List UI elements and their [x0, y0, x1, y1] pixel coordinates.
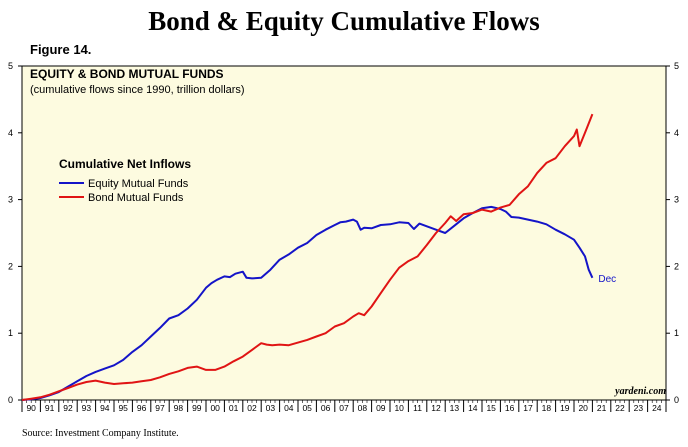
source-note: Source: Investment Company Institute.: [22, 428, 179, 439]
x-tick-label: 24: [652, 403, 662, 413]
x-tick-label: 98: [174, 403, 184, 413]
x-tick-label: 05: [302, 403, 312, 413]
series-line-equity: [21, 205, 594, 401]
y-tick-label-right: 1: [674, 328, 679, 338]
watermark: yardeni.com: [614, 386, 666, 397]
chart-subtitle: (cumulative flows since 1990, trillion d…: [30, 84, 245, 96]
x-tick-label: 08: [358, 403, 368, 413]
chart-title: EQUITY & BOND MUTUAL FUNDS: [30, 67, 224, 81]
x-tick-label: 92: [63, 403, 73, 413]
y-tick-label-right: 0: [674, 395, 679, 405]
x-tick-label: 18: [542, 403, 552, 413]
x-tick-label: 09: [376, 403, 386, 413]
x-tick-label: 11: [413, 403, 422, 413]
x-tick-label: 90: [26, 403, 36, 413]
x-tick-label: 19: [560, 403, 570, 413]
legend: Equity Mutual Funds Bond Mutual Funds: [59, 178, 189, 204]
x-tick-label: 23: [634, 403, 644, 413]
x-tick-label: 96: [137, 403, 147, 413]
x-tick-label: 17: [523, 403, 533, 413]
y-tick-label-left: 1: [8, 328, 13, 338]
y-tick-label-left: 3: [8, 195, 13, 205]
x-tick-label: 91: [45, 403, 55, 413]
y-tick-label-left: 4: [8, 128, 13, 138]
annotation-dec: Dec: [598, 274, 616, 285]
x-tick-label: 95: [118, 403, 128, 413]
x-tick-label: 00: [210, 403, 220, 413]
x-tick-label: 97: [155, 403, 165, 413]
x-tick-label: 06: [321, 403, 331, 413]
x-tick-label: 14: [468, 403, 478, 413]
x-tick-label: 20: [578, 403, 588, 413]
plot-area: [21, 65, 667, 401]
y-tick-label-left: 5: [8, 61, 13, 71]
y-tick-label-right: 4: [674, 128, 679, 138]
x-tick-label: 01: [229, 403, 239, 413]
x-tick-label: 21: [597, 403, 607, 413]
legend-title: Cumulative Net Inflows: [59, 157, 191, 171]
figure-label: Figure 14.: [30, 42, 92, 57]
x-tick-label: 02: [247, 403, 257, 413]
page-title: Bond & Equity Cumulative Flows: [148, 6, 540, 36]
x-tick-label: 22: [615, 403, 625, 413]
x-tick-label: 03: [266, 403, 276, 413]
x-tick-label: 99: [192, 403, 202, 413]
y-tick-label-right: 2: [674, 261, 679, 271]
x-tick-label: 15: [486, 403, 496, 413]
x-tick-label: 10: [394, 403, 404, 413]
legend-label: Bond Mutual Funds: [88, 192, 184, 204]
x-tick-label: 93: [82, 403, 92, 413]
y-tick-label-left: 2: [8, 261, 13, 271]
x-tick-label: 04: [284, 403, 294, 413]
legend-label: Equity Mutual Funds: [88, 178, 189, 190]
y-tick-label-right: 3: [674, 195, 679, 205]
series-line-bond: [21, 113, 594, 401]
x-tick-label: 16: [505, 403, 515, 413]
y-tick-label-right: 5: [674, 61, 679, 71]
x-tick-label: 07: [339, 403, 349, 413]
x-tick-label: 94: [100, 403, 110, 413]
x-tick-label: 13: [450, 403, 460, 413]
y-tick-label-left: 0: [8, 395, 13, 405]
x-tick-label: 12: [431, 403, 441, 413]
